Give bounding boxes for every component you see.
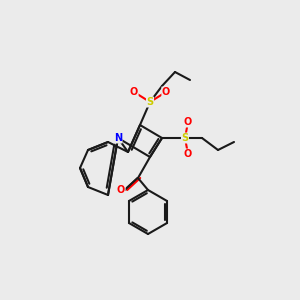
Text: O: O <box>184 149 192 159</box>
Text: O: O <box>117 185 125 195</box>
Text: S: S <box>182 133 189 143</box>
Text: O: O <box>184 117 192 127</box>
Text: N: N <box>114 133 122 143</box>
Text: S: S <box>146 97 154 107</box>
Text: O: O <box>130 87 138 97</box>
Text: O: O <box>162 87 170 97</box>
